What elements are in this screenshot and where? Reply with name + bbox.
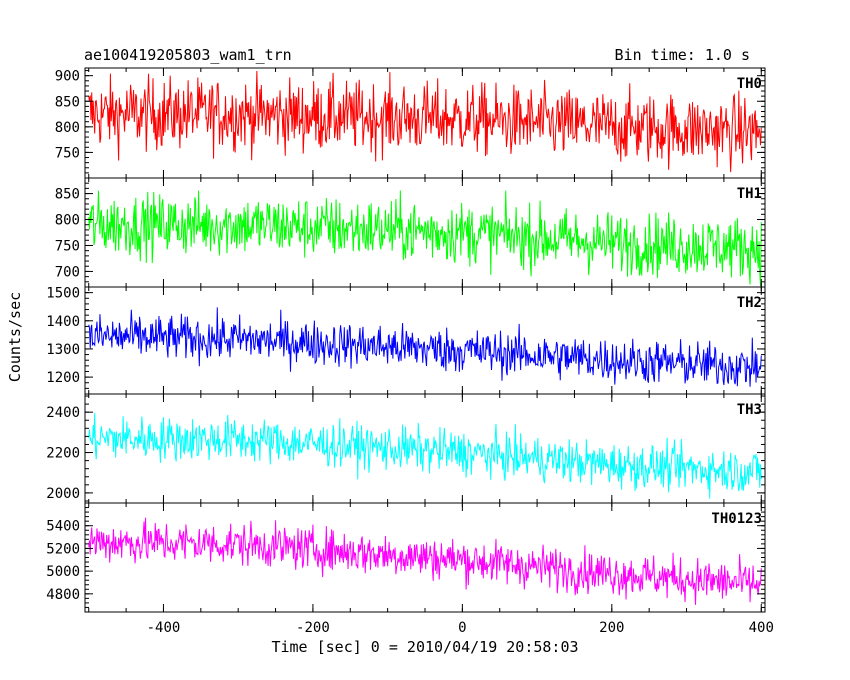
- panel-th2: 1200 1300 1400 1500 TH2: [46, 286, 766, 395]
- y-tick-label: 1400: [46, 314, 80, 330]
- y-tick-label: 850: [55, 94, 80, 110]
- series-line-th1: [88, 190, 762, 286]
- y-tick-label: 750: [55, 145, 80, 161]
- y-tick-label: 2200: [46, 446, 80, 462]
- y-tick-label: 1300: [46, 342, 80, 358]
- panel-th0: 750 800 850 900 TH0: [55, 67, 766, 179]
- x-tick-label: -200: [296, 620, 330, 636]
- y-tick-label: 800: [55, 213, 80, 229]
- y-tick-label: 2400: [46, 405, 80, 421]
- series-line-th0123: [88, 517, 762, 605]
- panel-th3: 2000 2200 2400 TH3: [46, 393, 766, 504]
- y-tick-label: 850: [55, 187, 80, 203]
- y-tick-label: 900: [55, 69, 80, 85]
- y-tick-label: 5000: [46, 564, 80, 580]
- series-label: TH3: [737, 402, 762, 418]
- x-tick-label: 200: [599, 620, 624, 636]
- y-tick-label: 1200: [46, 370, 80, 386]
- x-tick-label: 400: [749, 620, 774, 636]
- series-line-th3: [88, 412, 762, 499]
- chart-title: ae100419205803_wam1_trn: [84, 46, 292, 64]
- y-tick-label: 700: [55, 264, 80, 280]
- y-tick-label: 4800: [46, 587, 80, 603]
- y-tick-label: 2000: [46, 486, 80, 502]
- y-tick-label: 1500: [46, 286, 80, 302]
- y-tick-label: 5200: [46, 541, 80, 557]
- series-label: TH2: [737, 295, 762, 311]
- x-tick-label: 0: [458, 620, 466, 636]
- y-tick-label: 750: [55, 238, 80, 254]
- bin-time-label: Bin time: 1.0 s: [614, 46, 750, 64]
- series-label: TH0: [737, 76, 762, 92]
- panel-th1: 700 750 800 850 TH1: [55, 177, 766, 288]
- x-tick-label: -400: [147, 620, 181, 636]
- series-label: TH1: [737, 186, 762, 202]
- series-label: TH0123: [711, 511, 762, 527]
- y-tick-label: 800: [55, 120, 80, 136]
- panel-th0123: 4800 5000 5200 5400 TH0123: [46, 502, 766, 613]
- x-axis-label: Time [sec] 0 = 2010/04/19 20:58:03: [271, 638, 579, 656]
- series-line-th2: [88, 307, 762, 387]
- series-line-th0: [88, 70, 762, 173]
- y-tick-label: 5400: [46, 519, 80, 535]
- y-axis-label: Counts/sec: [6, 291, 24, 383]
